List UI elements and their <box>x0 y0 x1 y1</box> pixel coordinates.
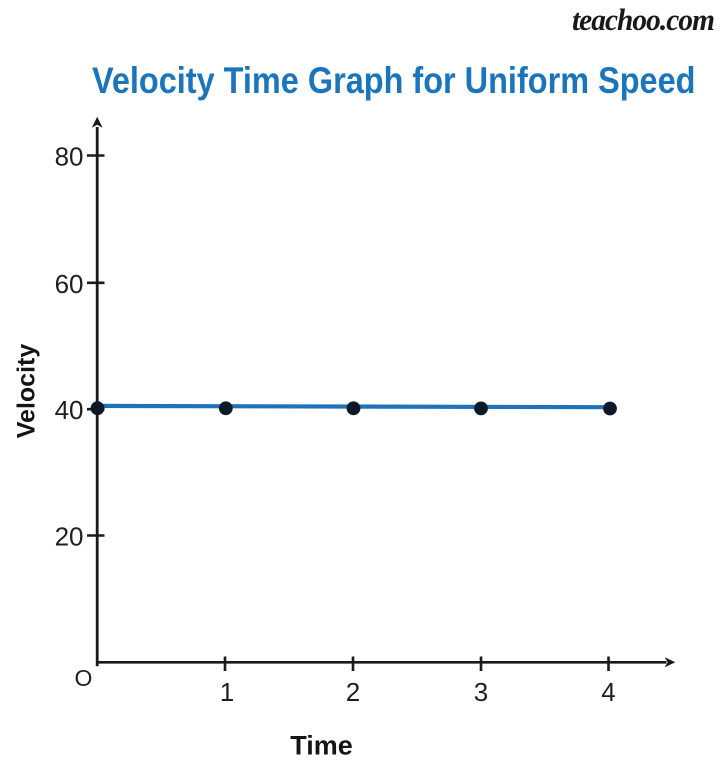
svg-text:40: 40 <box>55 395 84 425</box>
svg-text:3: 3 <box>474 677 488 707</box>
svg-text:Velocity: Velocity <box>13 344 41 439</box>
svg-text:O: O <box>75 665 93 691</box>
svg-text:1: 1 <box>220 677 234 707</box>
svg-text:Time: Time <box>290 731 353 761</box>
svg-text:2: 2 <box>346 677 360 707</box>
svg-text:60: 60 <box>55 269 84 299</box>
svg-text:4: 4 <box>601 677 615 707</box>
svg-text:80: 80 <box>55 142 84 172</box>
svg-text:20: 20 <box>55 522 84 552</box>
